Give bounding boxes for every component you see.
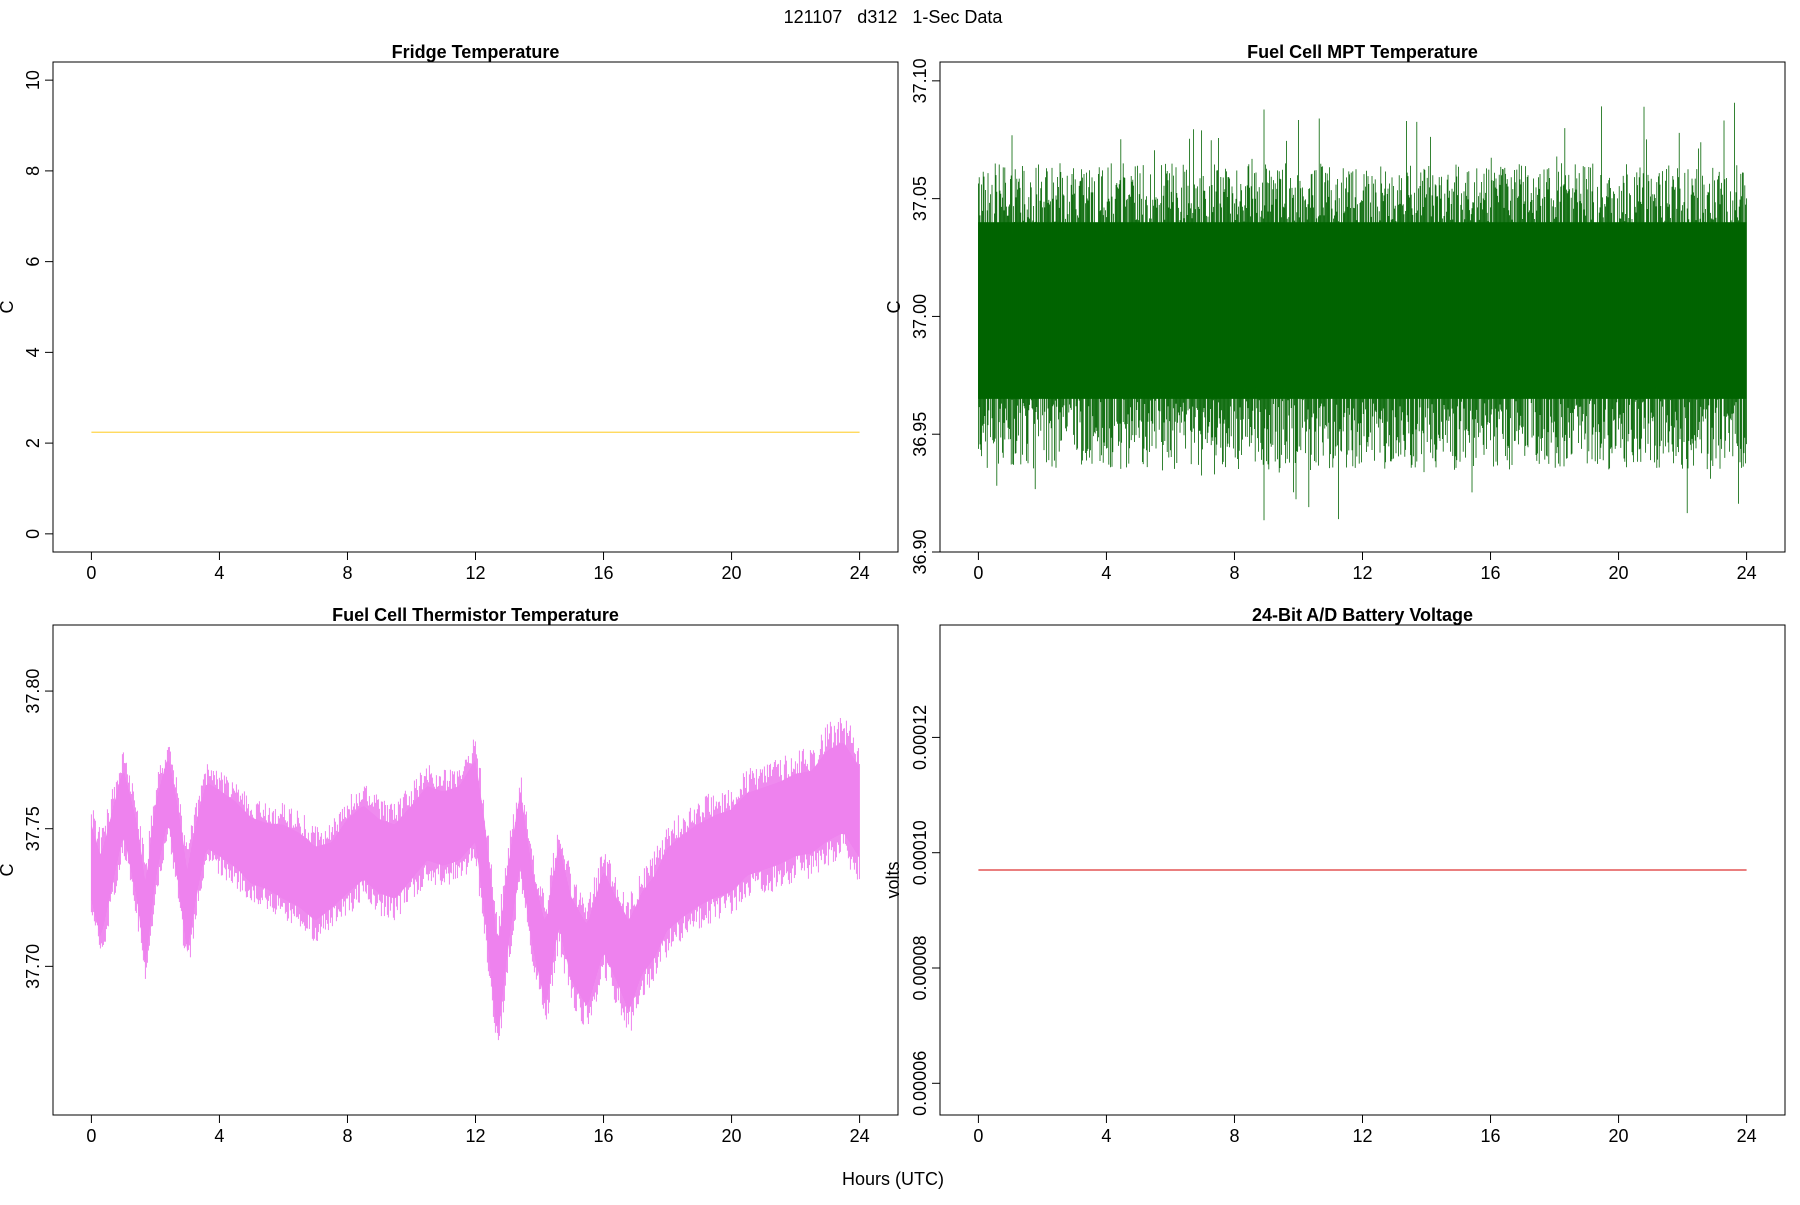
- y-tick-label: 37.70: [23, 944, 43, 989]
- y-axis-thermistor: 37.70 37.75 37.80: [23, 669, 53, 989]
- x-tick-label: 8: [1229, 563, 1239, 583]
- plot-frame-fridge: [52, 61, 899, 553]
- panel-thermistor: Fuel Cell Thermistor Temperature 0 4 8 12 16 2…: [0, 605, 899, 1146]
- x-axis-battery: 0 4 8 12 16 20 24: [973, 1115, 1757, 1146]
- x-tick-label: 16: [594, 1126, 614, 1146]
- y-axis-fridge: 0 2 4 6 8 10: [23, 70, 53, 539]
- x-tick-label: 16: [1481, 563, 1501, 583]
- y-tick-label: 36.90: [910, 529, 930, 574]
- x-axis-thermistor: 0 4 8 12 16 20 24: [86, 1115, 870, 1146]
- y-tick-label: 37.80: [23, 669, 43, 714]
- x-tick-label: 20: [1609, 563, 1629, 583]
- panel-title-thermistor: Fuel Cell Thermistor Temperature: [332, 605, 619, 625]
- panels-group: Fridge Temperature048121620240246810CFue…: [0, 42, 1786, 1146]
- x-tick-label: 4: [214, 563, 224, 583]
- y-tick-label: 37.10: [910, 58, 930, 103]
- y-tick-label: 0.00006: [910, 1051, 930, 1116]
- y-tick-label: 0.00012: [910, 705, 930, 770]
- panel-mpt: Fuel Cell MPT Temperature 0 4 8 12 16 20 24 36.9…: [884, 42, 1786, 583]
- panel-battery: 24-Bit A/D Battery Voltage 0 4 8 12 16 20 24 0.0…: [883, 605, 1786, 1146]
- x-axis-fridge: 0 4 8 12 16 20 24: [86, 552, 870, 583]
- y-tick-label: 0.00008: [910, 935, 930, 1000]
- y-axis-mpt: 36.90 36.95 37.00 37.05 37.10: [910, 58, 940, 575]
- y-tick-label: 2: [23, 438, 43, 448]
- x-tick-label: 12: [1352, 1126, 1372, 1146]
- plot-area-thermistor: [90, 717, 860, 1041]
- x-tick-label: 20: [722, 563, 742, 583]
- x-tick-label: 20: [722, 1126, 742, 1146]
- x-tick-label: 24: [1737, 563, 1757, 583]
- y-tick-label: 37.00: [910, 294, 930, 339]
- y-tick-label: 4: [23, 347, 43, 357]
- x-tick-label: 8: [342, 563, 352, 583]
- x-tick-label: 16: [1481, 1126, 1501, 1146]
- plot-area-mpt: [978, 102, 1747, 521]
- panel-title-mpt: Fuel Cell MPT Temperature: [1247, 42, 1478, 62]
- x-tick-label: 24: [850, 1126, 870, 1146]
- y-tick-label: 37.05: [910, 176, 930, 221]
- panel-title-battery: 24-Bit A/D Battery Voltage: [1252, 605, 1473, 625]
- panel-title-fridge: Fridge Temperature: [392, 42, 560, 62]
- x-tick-label: 16: [594, 563, 614, 583]
- y-tick-label: 37.75: [23, 806, 43, 851]
- x-tick-label: 4: [1101, 1126, 1111, 1146]
- x-tick-label: 12: [465, 1126, 485, 1146]
- y-tick-label: 10: [23, 70, 43, 90]
- x-tick-label: 12: [1352, 563, 1372, 583]
- x-tick-label: 0: [973, 563, 983, 583]
- y-tick-label: 36.95: [910, 412, 930, 457]
- x-tick-label: 4: [214, 1126, 224, 1146]
- x-tick-label: 0: [973, 1126, 983, 1146]
- y-axis-label-battery: volts: [883, 861, 903, 898]
- y-axis-label-thermistor: C: [0, 864, 17, 877]
- x-tick-label: 8: [342, 1126, 352, 1146]
- x-tick-label: 12: [465, 563, 485, 583]
- x-axis-label-shared: Hours (UTC): [842, 1169, 944, 1189]
- y-tick-label: 0.00010: [910, 820, 930, 885]
- y-tick-label: 8: [23, 166, 43, 176]
- y-axis-label-mpt: C: [884, 301, 904, 314]
- x-tick-label: 24: [850, 563, 870, 583]
- x-tick-label: 0: [86, 563, 96, 583]
- panel-fridge: Fridge Temperature048121620240246810C: [0, 42, 899, 583]
- y-axis-label-fridge: C: [0, 301, 17, 314]
- y-tick-label: 0: [23, 529, 43, 539]
- x-tick-label: 24: [1737, 1126, 1757, 1146]
- x-tick-label: 8: [1229, 1126, 1239, 1146]
- figure-super-title: 121107 d312 1-Sec Data: [784, 7, 1004, 27]
- x-tick-label: 4: [1101, 563, 1111, 583]
- y-axis-battery: 0.00006 0.00008 0.00010 0.00012: [910, 705, 940, 1116]
- x-tick-label: 20: [1609, 1126, 1629, 1146]
- x-tick-label: 0: [86, 1126, 96, 1146]
- y-tick-label: 6: [23, 257, 43, 267]
- x-axis-mpt: 0 4 8 12 16 20 24: [973, 552, 1757, 583]
